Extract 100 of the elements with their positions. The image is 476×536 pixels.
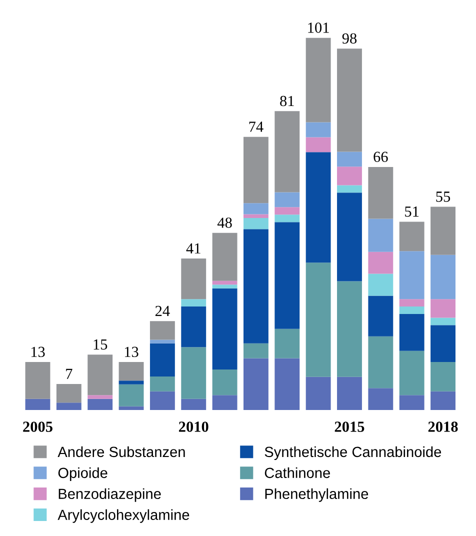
total-label: 41 <box>186 243 200 254</box>
bar <box>274 111 300 192</box>
bar <box>118 384 144 406</box>
legend-label: Arylcyclohexylamine <box>58 509 190 523</box>
bar <box>243 136 268 204</box>
bar <box>274 222 300 329</box>
bar <box>368 388 394 410</box>
bar <box>118 406 144 410</box>
bar <box>337 192 362 282</box>
total-label: 98 <box>342 33 357 44</box>
total-label: 48 <box>217 218 232 228</box>
bar <box>56 384 82 403</box>
bar <box>181 347 206 399</box>
total-label: 24 <box>155 306 170 316</box>
bar <box>368 218 394 252</box>
bar <box>368 336 394 388</box>
bar <box>88 395 113 399</box>
bar <box>56 402 82 410</box>
bar <box>399 350 424 396</box>
total-label: 74 <box>249 122 264 132</box>
total-label: 66 <box>374 152 388 162</box>
bar <box>181 258 206 300</box>
bar <box>337 376 362 410</box>
bar <box>181 398 206 410</box>
bar <box>150 343 175 377</box>
bar <box>337 152 362 167</box>
bar <box>399 306 424 314</box>
x-tick-label: 2015 <box>334 422 364 432</box>
total-label: 51 <box>405 206 419 217</box>
bar <box>337 185 362 193</box>
bar <box>430 391 456 410</box>
bar <box>150 391 175 410</box>
legend-label: Benzodiazepine <box>58 488 161 502</box>
bar <box>368 274 394 296</box>
bar <box>274 358 300 410</box>
bar <box>25 398 50 410</box>
bar <box>150 340 175 344</box>
bar <box>243 343 268 358</box>
bar <box>243 218 268 230</box>
legend-label: Phenethylamine <box>265 488 368 502</box>
bar <box>368 166 394 219</box>
total-label: 15 <box>94 339 108 350</box>
bar <box>337 281 362 377</box>
bar <box>243 229 268 344</box>
bar <box>368 296 394 336</box>
bar <box>150 321 175 340</box>
bar <box>88 354 113 396</box>
bar <box>212 284 238 288</box>
bar <box>399 299 424 307</box>
bar <box>181 299 206 307</box>
total-label: 55 <box>436 192 450 202</box>
bar <box>243 214 268 218</box>
bar <box>306 376 331 410</box>
bar <box>118 362 144 381</box>
bar <box>243 358 268 410</box>
bar <box>399 314 424 351</box>
bar <box>274 192 300 208</box>
bar <box>306 262 331 377</box>
x-tick-label: 2018 <box>428 422 458 432</box>
bar <box>399 222 424 252</box>
bar <box>368 252 394 274</box>
bar <box>306 122 331 138</box>
bar <box>306 137 331 152</box>
bar <box>430 362 456 392</box>
bar <box>150 376 175 392</box>
bar <box>212 280 238 285</box>
legend-label: Cathinone <box>264 467 330 478</box>
total-label: 7 <box>66 368 72 379</box>
bar <box>243 203 268 214</box>
bar <box>212 232 238 281</box>
bar <box>337 166 362 186</box>
bar <box>430 299 456 318</box>
legend-label: Andere Substanzen <box>58 446 185 458</box>
total-label: 101 <box>308 22 329 33</box>
bar <box>306 38 331 122</box>
bar <box>212 395 238 410</box>
bar <box>399 251 424 300</box>
total-label: 81 <box>280 96 294 106</box>
bar <box>274 328 300 358</box>
total-label: 13 <box>124 346 138 358</box>
bar <box>212 369 238 396</box>
bar <box>430 325 456 362</box>
bar <box>337 48 362 152</box>
bar <box>306 152 331 263</box>
bar <box>88 398 113 410</box>
legend-label: Synthetische Cannabinoide <box>264 446 442 460</box>
bar <box>118 380 144 384</box>
x-tick-label: 2005 <box>23 422 52 432</box>
legend-label: Opioide <box>58 467 108 481</box>
bar <box>181 306 206 348</box>
bar <box>430 318 456 326</box>
total-label: 13 <box>31 346 45 358</box>
bar <box>430 254 456 300</box>
bar <box>399 395 424 410</box>
x-tick-label: 2010 <box>178 422 208 432</box>
bar <box>274 207 300 215</box>
bar <box>274 214 300 222</box>
bar <box>25 362 50 399</box>
bar <box>430 206 456 255</box>
bar <box>212 288 238 370</box>
